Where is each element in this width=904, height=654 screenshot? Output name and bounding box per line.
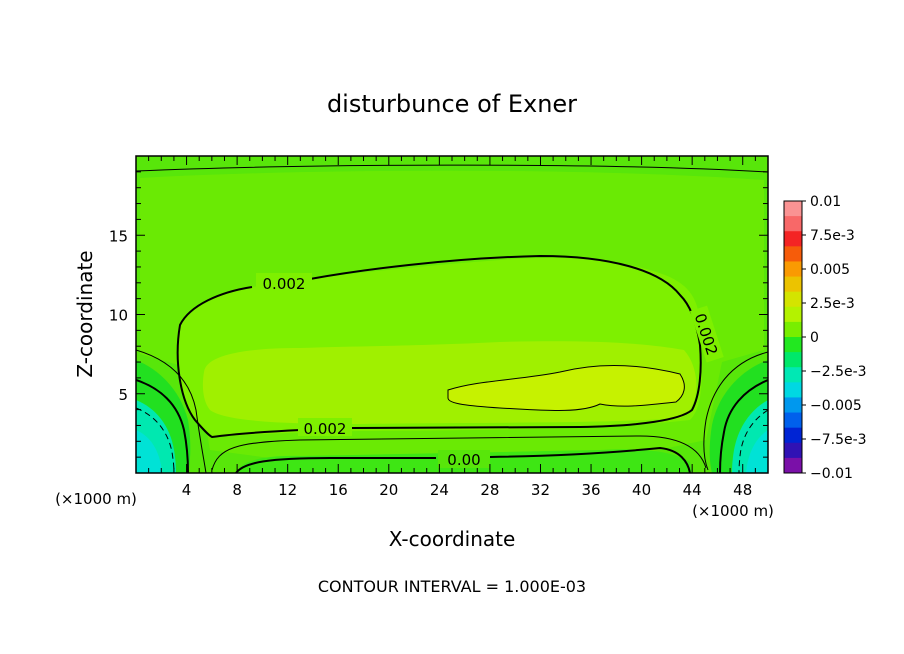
contour-interval-note: CONTOUR INTERVAL = 1.000E-03 <box>318 577 586 596</box>
colorbar-swatch <box>784 427 802 444</box>
colorbar <box>783 200 803 474</box>
chart-title: disturbunce of Exner <box>327 90 577 118</box>
x-tick-labels: 4 8 12 16 20 24 28 32 36 40 44 48 <box>182 481 752 499</box>
colorbar-labels: 0.01 7.5e-3 0.005 2.5e-3 0 −2.5e-3 −0.005 −7.5e… <box>802 194 867 482</box>
colorbar-swatch <box>784 261 802 278</box>
x-tick-label: 16 <box>329 481 348 499</box>
colorbar-swatch <box>784 382 802 398</box>
contour-0002-main <box>176 254 702 439</box>
band-0003 <box>448 365 685 411</box>
colorbar-swatch <box>784 276 802 293</box>
colorbar-label: 7.5e-3 <box>810 228 855 244</box>
colorbar-swatch <box>784 321 802 338</box>
x-tick-label: 8 <box>232 481 242 499</box>
colorbar-swatch <box>784 397 802 414</box>
band-min-left <box>136 430 162 473</box>
colorbar-swatch <box>784 291 802 308</box>
x-tick-label: 32 <box>531 481 550 499</box>
contour-lines <box>136 164 768 473</box>
colorbar-swatch <box>784 216 802 232</box>
contour-label: 0.002 <box>263 275 306 293</box>
colorbar-swatch <box>784 367 802 383</box>
colorbar-swatch <box>784 412 802 429</box>
colorbar-swatch <box>784 246 802 262</box>
x-tick-label: 12 <box>278 481 297 499</box>
y-tick-label: 10 <box>109 307 128 325</box>
contour-000 <box>235 446 691 473</box>
colorbar-swatch <box>784 201 802 217</box>
x-tick-label: 28 <box>480 481 499 499</box>
colorbar-swatch <box>784 337 802 353</box>
x-tick-label: 48 <box>733 481 752 499</box>
contour-field <box>136 156 768 473</box>
contour-top <box>136 164 768 173</box>
contour-left-thin <box>136 349 207 473</box>
band-min-right <box>746 430 768 473</box>
colorbar-label: 2.5e-3 <box>810 296 855 312</box>
contour-label: 0.002 <box>304 420 347 438</box>
colorbar-label: −7.5e-3 <box>810 432 867 448</box>
contour-label: 0.00 <box>447 451 480 469</box>
colorbar-label: 0 <box>810 330 819 346</box>
x-tick-label: 4 <box>182 481 192 499</box>
y-tick-label: 5 <box>118 386 128 404</box>
colorbar-swatch <box>784 352 802 368</box>
colorbar-label: −0.005 <box>810 398 862 414</box>
axis-ticks <box>136 156 768 473</box>
x-tick-label: 36 <box>581 481 600 499</box>
contour-right-thin <box>703 351 768 471</box>
x-unit-right: (×1000 m) <box>692 502 774 520</box>
colorbar-label: 0.005 <box>810 262 850 278</box>
contour-right-neg <box>738 409 768 473</box>
contour-right-0 <box>719 379 768 473</box>
y-tick-labels: 5 10 15 <box>109 227 128 404</box>
colorbar-swatch <box>784 457 802 474</box>
x-tick-label: 44 <box>683 481 702 499</box>
contour-0003 <box>447 364 685 411</box>
colorbar-swatch <box>784 442 802 459</box>
x-tick-label: 20 <box>379 481 398 499</box>
x-axis-label: X-coordinate <box>389 527 516 551</box>
x-unit-left: (×1000 m) <box>55 490 137 508</box>
x-tick-label: 40 <box>632 481 651 499</box>
contour-left-0 <box>136 379 189 473</box>
y-axis-label: Z-coordinate <box>73 250 97 377</box>
y-tick-label: 15 <box>109 227 128 245</box>
colorbar-swatch <box>784 231 802 247</box>
colorbar-swatch <box>784 306 802 323</box>
x-tick-label: 24 <box>430 481 449 499</box>
colorbar-label: 0.01 <box>810 194 841 210</box>
colorbar-label: −2.5e-3 <box>810 364 867 380</box>
colorbar-label: −0.01 <box>810 466 853 482</box>
contour-thin-low <box>211 435 707 471</box>
